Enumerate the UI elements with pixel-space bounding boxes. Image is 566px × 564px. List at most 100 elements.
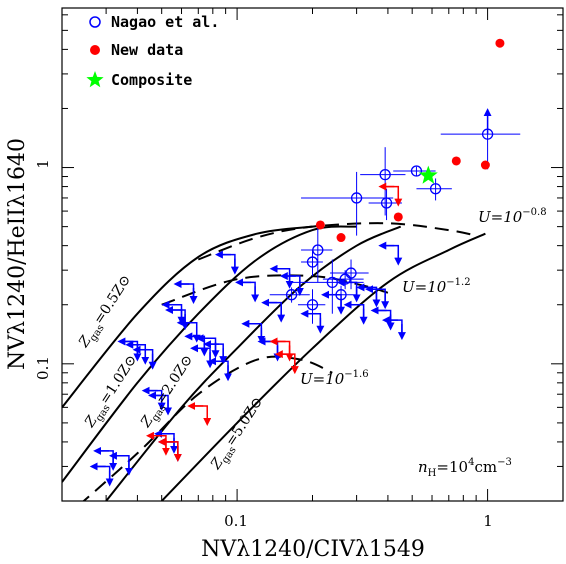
upper-limit-arrow	[261, 298, 286, 323]
legend-label-nagao: Nagao et al.	[111, 13, 219, 31]
new-data-point	[451, 156, 461, 166]
constant-metallicity-curve-0	[62, 225, 313, 409]
nagao-point	[301, 171, 394, 236]
upper-limit-arrow	[108, 451, 133, 476]
upper-limit-arrow	[203, 340, 228, 365]
upper-limit-arrow	[173, 280, 198, 305]
x-tick-label-1: 1	[483, 512, 493, 530]
upper-limit-arrow	[208, 357, 233, 382]
new-data-point	[336, 233, 346, 243]
y-tick-label-1: 1	[34, 159, 52, 169]
new-data-point	[315, 220, 325, 230]
upper-limit-arrow	[157, 437, 182, 462]
upper-limit-arrow	[378, 182, 403, 207]
u-label-1.2: U=10−1.2	[402, 277, 471, 296]
upper-limit-arrow	[269, 337, 294, 362]
constant-metallicity-curve-2	[105, 225, 402, 501]
nagao-open-circle	[429, 183, 442, 195]
x-axis-title: NVλ1240/CIVλ1549	[201, 537, 425, 562]
limit-bracket	[263, 340, 279, 356]
upper-limit-arrow	[195, 334, 220, 359]
legend-star-icon	[86, 71, 104, 88]
limit-bracket	[220, 253, 236, 269]
model-curves	[62, 222, 486, 501]
constant-metallicity-curve-3	[160, 232, 486, 501]
upper-limit-arrow	[300, 309, 325, 334]
upper-limit-arrow	[381, 316, 406, 341]
nagao-point	[330, 259, 369, 290]
upper-limit-arrow	[93, 446, 118, 471]
y-tick-label-0.1: 0.1	[34, 356, 52, 380]
z-label-2.0: Zgas=2.0Z⊙	[137, 352, 199, 433]
nagao-point	[301, 250, 323, 277]
upper-limit-arrow	[165, 306, 190, 331]
upper-limit-arrow	[279, 272, 304, 297]
x-tick-label-0.1: 0.1	[224, 512, 248, 530]
nagao-open-circle	[345, 267, 357, 279]
upper-limit-arrow	[161, 300, 186, 325]
limit-bracket	[167, 303, 183, 319]
composite-star	[418, 165, 438, 184]
upper-limit-arrow	[89, 462, 114, 487]
limit-bracket	[196, 347, 211, 363]
constant-ionization-curve-0	[197, 222, 477, 261]
upper-limit-arrow	[148, 391, 173, 416]
upper-limit-arrow	[378, 241, 403, 266]
nagao-open-circle	[380, 197, 393, 209]
nagao-open-circle	[379, 169, 391, 181]
nagao-open-circle	[312, 244, 324, 256]
upper-limit-arrow	[274, 350, 299, 375]
new-data-point	[393, 212, 403, 222]
u-label-1.6: U=10−1.6	[300, 369, 369, 388]
density-label: nH=104cm−3	[418, 457, 512, 479]
limit-bracket	[171, 309, 186, 325]
nagao-point	[416, 178, 452, 201]
nagao-open-circle	[350, 192, 363, 204]
legend-label-new-data: New data	[111, 41, 183, 59]
constant-ionization-curve-1	[161, 274, 389, 306]
nagao-point	[360, 147, 406, 216]
z-label-5.0: Zgas=5.0Z⊙	[207, 394, 269, 475]
limit-bracket	[241, 281, 256, 297]
limit-bracket	[327, 293, 342, 309]
limit-bracket	[95, 465, 111, 481]
z-label-1.0: Zgas=1.0Z⊙	[81, 352, 143, 433]
legend-label-composite: Composite	[111, 71, 192, 89]
upper-limit-arrow	[343, 300, 368, 325]
nagao-point	[297, 289, 326, 324]
upper-limit-arrow	[141, 386, 166, 411]
constant-ionization-curve-2	[82, 355, 333, 501]
u-label-0.8: U=10−0.8	[478, 207, 547, 226]
z-label-0.5: Zgas=0.5Z⊙	[75, 272, 137, 353]
upper-limit-arrow	[235, 278, 260, 303]
upper-limit-arrow	[321, 290, 346, 315]
upper-limit-arrow	[132, 345, 157, 370]
constant-metallicity-curve-1	[62, 225, 357, 483]
nagao-open-circle	[306, 299, 319, 311]
limit-bracket	[193, 405, 208, 420]
y-axis-title: NVλ1240/HeIIλ1640	[5, 138, 30, 370]
upper-limit-arrow	[214, 250, 239, 275]
limit-bracket	[384, 244, 400, 260]
legend-open-circle-icon	[89, 16, 101, 28]
nagao-point	[301, 226, 333, 283]
legend-filled-circle-icon	[90, 45, 100, 55]
upper-limit-arrow	[365, 285, 390, 310]
upper-limit-arrow	[190, 344, 215, 369]
upper-limit-arrow	[370, 306, 395, 331]
legend: Nagao et al. New data Composite	[86, 13, 219, 89]
upper-limit-arrow	[157, 437, 182, 462]
limit-bracket	[376, 309, 392, 325]
limit-bracket	[306, 312, 322, 328]
upper-limit-arrow	[269, 264, 294, 289]
limit-bracket	[99, 450, 114, 465]
new-data-point	[495, 38, 505, 48]
nagao-open-circle	[410, 165, 423, 177]
upper-limit-arrow	[187, 401, 212, 426]
upper-limit-arrow	[154, 429, 179, 454]
new-data-point	[480, 160, 490, 170]
data-marks	[89, 38, 521, 487]
nagao-point	[269, 287, 310, 303]
upper-limit-arrow	[257, 337, 282, 362]
